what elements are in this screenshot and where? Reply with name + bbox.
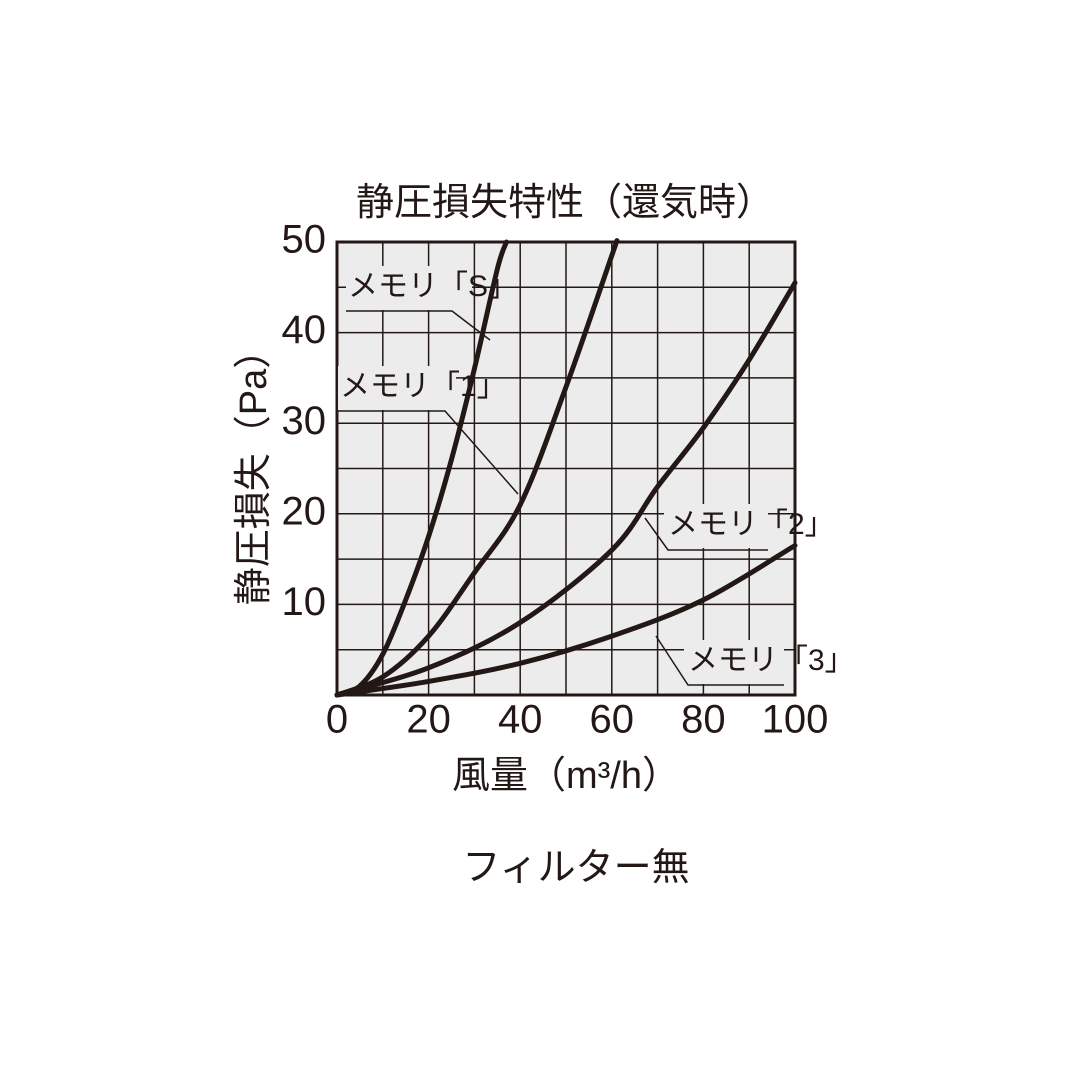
series-line [334, 280, 798, 698]
y-tick-label: 40 [282, 308, 327, 352]
leader-lines [338, 266, 784, 686]
series-label: メモリ「1」 [340, 370, 507, 403]
y-tick-label: 10 [282, 580, 327, 624]
series-line [334, 238, 620, 698]
chart-title: 静圧損失特性（還気時） [356, 182, 774, 224]
x-tick-label: 80 [681, 698, 726, 742]
y-axis-label: 静圧損失（Pa） [233, 331, 275, 605]
series-line [334, 239, 509, 698]
y-tick-label: 50 [282, 218, 327, 262]
x-tick-label: 60 [590, 698, 635, 742]
x-tick-label: 0 [326, 698, 348, 742]
series-label: メモリ「S」 [348, 270, 518, 303]
x-tick-label: 100 [762, 698, 829, 742]
series-label: メモリ「3」 [688, 644, 855, 677]
series-label: メモリ「2」 [668, 508, 835, 541]
x-tick-label: 40 [498, 698, 543, 742]
y-tick-label: 30 [282, 399, 327, 443]
plot-frame [335, 240, 797, 697]
note: フィルター無 [462, 847, 689, 889]
series-line [334, 543, 798, 698]
x-axis-label: 風量（m³/h） [452, 755, 680, 797]
x-tick-label: 20 [406, 698, 451, 742]
y-tick-label: 20 [282, 489, 327, 533]
